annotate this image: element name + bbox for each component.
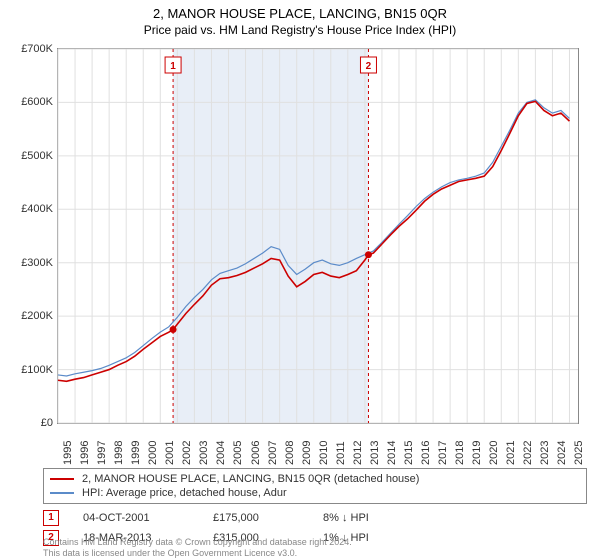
x-tick-label: 2013 (369, 441, 381, 465)
x-tick-label: 2008 (284, 441, 296, 465)
x-tick-label: 1999 (130, 441, 142, 465)
footer-attribution: Contains HM Land Registry data © Crown c… (43, 537, 352, 559)
x-tick-label: 2009 (301, 441, 313, 465)
footer-line1: Contains HM Land Registry data © Crown c… (43, 537, 352, 548)
legend-swatch-property (50, 478, 74, 480)
x-tick-label: 2000 (147, 441, 159, 465)
x-tick-label: 2007 (267, 441, 279, 465)
chart-container: 2, MANOR HOUSE PLACE, LANCING, BN15 0QR … (0, 0, 600, 560)
x-tick-label: 2015 (403, 441, 415, 465)
x-tick-label: 2018 (454, 441, 466, 465)
chart-title: 2, MANOR HOUSE PLACE, LANCING, BN15 0QR (0, 0, 600, 21)
marker-1-icon: 1 (43, 510, 59, 526)
plot-svg: 12 (58, 49, 578, 423)
x-tick-label: 2021 (505, 441, 517, 465)
y-tick-label: £600K (0, 96, 53, 108)
x-tick-label: 2017 (437, 441, 449, 465)
x-tick-label: 1997 (96, 441, 108, 465)
x-tick-label: 2002 (181, 441, 193, 465)
sale-pct-1: 8% ↓ HPI (323, 512, 423, 524)
x-tick-label: 2023 (539, 441, 551, 465)
legend: 2, MANOR HOUSE PLACE, LANCING, BN15 0QR … (43, 468, 587, 504)
x-tick-label: 2004 (215, 441, 227, 465)
x-tick-label: 1996 (79, 441, 91, 465)
y-tick-label: £200K (0, 310, 53, 322)
x-tick-label: 2016 (420, 441, 432, 465)
x-tick-label: 2020 (488, 441, 500, 465)
legend-label-property: 2, MANOR HOUSE PLACE, LANCING, BN15 0QR … (82, 473, 419, 485)
x-tick-label: 2014 (386, 441, 398, 465)
y-tick-label: £700K (0, 43, 53, 55)
chart-subtitle: Price paid vs. HM Land Registry's House … (0, 21, 600, 37)
x-tick-label: 2022 (522, 441, 534, 465)
footer-line2: This data is licensed under the Open Gov… (43, 548, 352, 559)
x-tick-label: 2010 (318, 441, 330, 465)
svg-text:2: 2 (366, 61, 372, 72)
legend-label-hpi: HPI: Average price, detached house, Adur (82, 487, 287, 499)
legend-swatch-hpi (50, 492, 74, 494)
x-tick-label: 2001 (164, 441, 176, 465)
y-tick-label: £300K (0, 257, 53, 269)
x-tick-label: 2005 (232, 441, 244, 465)
svg-text:1: 1 (170, 61, 176, 72)
sale-date-1: 04-OCT-2001 (83, 512, 213, 524)
x-tick-label: 2024 (556, 441, 568, 465)
legend-row-property: 2, MANOR HOUSE PLACE, LANCING, BN15 0QR … (50, 472, 580, 486)
x-tick-label: 1998 (113, 441, 125, 465)
x-tick-label: 2019 (471, 441, 483, 465)
plot-area: 12 £0£100K£200K£300K£400K£500K£600K£700K… (57, 48, 579, 424)
y-tick-label: £0 (0, 417, 53, 429)
x-tick-label: 1995 (62, 441, 74, 465)
x-tick-label: 2003 (198, 441, 210, 465)
x-tick-label: 2006 (250, 441, 262, 465)
y-tick-label: £100K (0, 364, 53, 376)
sales-row-1: 1 04-OCT-2001 £175,000 8% ↓ HPI (43, 508, 423, 528)
x-tick-label: 2011 (335, 441, 347, 465)
legend-row-hpi: HPI: Average price, detached house, Adur (50, 486, 580, 500)
x-tick-label: 2025 (573, 441, 585, 465)
sale-price-1: £175,000 (213, 512, 323, 524)
y-tick-label: £400K (0, 203, 53, 215)
y-tick-label: £500K (0, 150, 53, 162)
x-tick-label: 2012 (352, 441, 364, 465)
